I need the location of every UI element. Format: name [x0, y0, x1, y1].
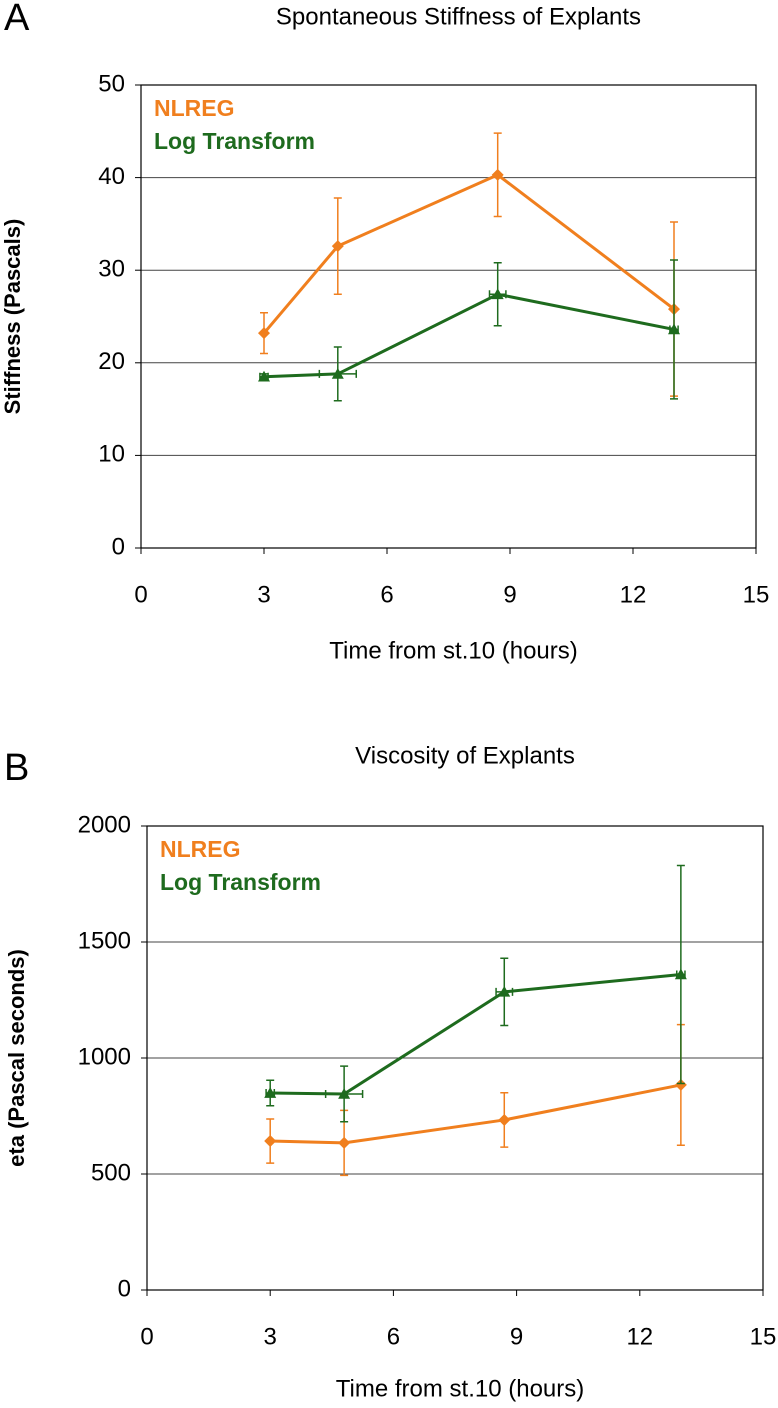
legend-entry: Log Transform: [160, 869, 321, 895]
chart-title: Spontaneous Stiffness of Explants: [276, 3, 641, 30]
data-point: [674, 968, 687, 980]
data-point: [674, 1078, 687, 1091]
x-tick-label: 12: [626, 1323, 653, 1350]
data-point: [491, 288, 504, 300]
y-tick-label: 30: [98, 256, 125, 283]
x-tick-label: 9: [503, 581, 516, 608]
x-tick-label: 6: [380, 581, 393, 608]
series-line: [263, 292, 675, 379]
x-tick-label: 15: [743, 581, 770, 608]
x-tick-label: 3: [257, 581, 270, 608]
plot-frame: [146, 825, 764, 1291]
panel-label: B: [4, 747, 29, 789]
x-tick-label: 6: [387, 1323, 400, 1350]
data-point: [338, 1136, 351, 1149]
x-tick-label: 15: [750, 1323, 777, 1350]
series-line: [270, 1083, 682, 1145]
y-tick-label: 0: [118, 1275, 131, 1302]
y-tick-label: 10: [98, 441, 125, 468]
data-point: [668, 323, 680, 335]
y-axis-label: Stiffness (Pascals): [0, 219, 25, 415]
x-tick-label: 0: [140, 1323, 153, 1350]
panel-label: A: [4, 0, 30, 39]
x-axis-label: Time from st.10 (hours): [336, 1375, 585, 1402]
series-line: [262, 173, 675, 335]
y-tick-label: 500: [91, 1159, 131, 1186]
x-tick-label: 3: [264, 1323, 277, 1350]
data-point: [498, 985, 511, 997]
y-tick-label: 0: [112, 533, 125, 560]
legend-entry: NLREG: [160, 836, 241, 862]
data-point: [258, 327, 270, 340]
legend-entry: NLREG: [154, 95, 235, 121]
series-line: [270, 972, 682, 1096]
x-tick-label: 9: [510, 1323, 523, 1350]
y-tick-label: 40: [98, 163, 125, 190]
data-point: [338, 1087, 351, 1099]
y-tick-label: 50: [98, 70, 125, 97]
plot-frame: [140, 84, 757, 549]
data-point: [331, 240, 344, 253]
y-tick-label: 1500: [78, 927, 131, 954]
data-point: [491, 168, 504, 181]
y-tick-label: 20: [98, 348, 125, 375]
y-tick-label: 2000: [78, 811, 131, 838]
y-axis-label: eta (Pascal seconds): [4, 949, 29, 1167]
data-point: [264, 1135, 277, 1148]
data-point: [264, 1087, 277, 1098]
data-point: [331, 367, 344, 379]
data-point: [498, 1113, 511, 1126]
data-point: [258, 370, 270, 382]
x-tick-label: 12: [620, 581, 647, 608]
x-axis-label: Time from st.10 (hours): [329, 637, 578, 664]
legend-entry: Log Transform: [154, 128, 315, 154]
x-tick-label: 0: [134, 581, 147, 608]
chart-title: Viscosity of Explants: [355, 742, 575, 769]
y-tick-label: 1000: [78, 1043, 131, 1070]
